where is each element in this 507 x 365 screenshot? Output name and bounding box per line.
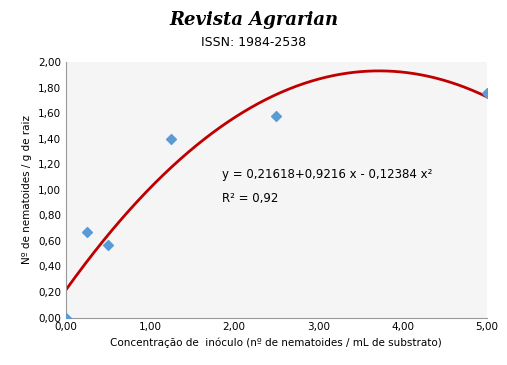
Y-axis label: Nº de nematoides / g de raiz: Nº de nematoides / g de raiz: [22, 115, 32, 264]
Text: R² = 0,92: R² = 0,92: [222, 192, 278, 205]
Point: [272, 113, 280, 119]
Point: [83, 229, 91, 235]
X-axis label: Concentração de  inóculo (nº de nematoides / mL de substrato): Concentração de inóculo (nº de nematoide…: [111, 338, 442, 349]
Point: [104, 242, 112, 247]
Text: y = 0,21618+0,9216 x - 0,12384 x²: y = 0,21618+0,9216 x - 0,12384 x²: [222, 168, 432, 181]
Text: Revista Agrarian: Revista Agrarian: [169, 11, 338, 29]
Point: [167, 136, 175, 142]
Text: ISSN: 1984-2538: ISSN: 1984-2538: [201, 36, 306, 50]
Point: [62, 315, 70, 320]
Point: [483, 90, 491, 96]
